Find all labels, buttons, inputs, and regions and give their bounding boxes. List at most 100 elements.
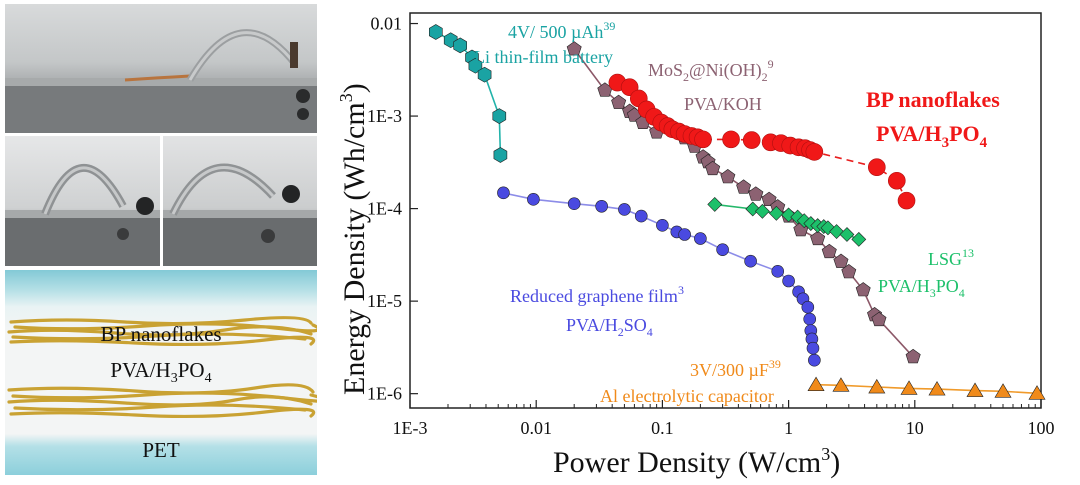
svg-text:MoS2@Ni(OH)29: MoS2@Ni(OH)29: [648, 57, 774, 84]
data-point-bp: [887, 171, 906, 190]
data-point-lsg: [754, 203, 770, 219]
svg-text:PVA/KOH: PVA/KOH: [684, 94, 762, 114]
data-point-rgo: [527, 193, 540, 206]
data-point-mos2: [810, 230, 826, 246]
ragone-chart: 1E-3 0.01 0.1 1 10 100 1E-6 1E-5 1E-4 1E-3 0.01 Po…: [318, 0, 1080, 480]
data-point-lsg: [851, 231, 867, 247]
data-point-bp: [897, 191, 916, 210]
data-point-rgo: [497, 186, 510, 200]
data-point-mos2: [748, 186, 764, 201]
annotation-li: 4V/ 500 µAh39 Li thin-film battery: [474, 19, 615, 67]
data-point-al: [900, 380, 918, 395]
data-point-al: [928, 381, 946, 396]
data-point-rgo: [771, 265, 785, 278]
svg-text:LSG13: LSG13: [928, 246, 974, 269]
data-point-li: [468, 57, 483, 74]
data-point-al: [1028, 385, 1046, 400]
data-point-li: [492, 108, 507, 124]
svg-text:4V/ 500 µAh39: 4V/ 500 µAh39: [508, 19, 615, 42]
data-point-bp: [722, 130, 740, 149]
x-tick-label: 1E-3: [393, 418, 428, 438]
device-schematic: BP nanoflakes PVA/H3PO4 PET: [5, 270, 317, 475]
data-point-mos2: [821, 243, 837, 259]
annotation-lsg: LSG13 PVA/H3PO4: [878, 246, 974, 300]
svg-text:BP nanoflakes: BP nanoflakes: [866, 87, 1000, 112]
data-point-mos2: [611, 94, 627, 109]
data-point-li: [429, 24, 443, 40]
data-point-rgo: [808, 353, 821, 367]
svg-text:PVA/H3PO4: PVA/H3PO4: [878, 276, 965, 300]
data-point-rgo: [716, 243, 729, 256]
data-point-li: [493, 147, 508, 163]
data-point-mos2: [720, 169, 736, 184]
series-line-rgo: [503, 192, 816, 361]
x-axis-label: Power Density (W/cm3): [553, 444, 840, 479]
data-point-rgo: [567, 197, 581, 210]
data-point-mos2: [871, 311, 887, 327]
svg-text:PVA/H2SO4: PVA/H2SO4: [566, 315, 653, 339]
data-point-al: [832, 377, 850, 392]
data-point-al: [994, 383, 1012, 398]
data-point-rgo: [618, 203, 631, 216]
data-point-al: [807, 376, 825, 391]
plot-frame: [409, 12, 1042, 409]
y-tick-label: 0.01: [371, 14, 403, 34]
annotation-bp: BP nanoflakes PVA/H3PO4: [866, 87, 1000, 151]
data-point-mos2: [841, 264, 857, 279]
data-point-mos2: [833, 253, 849, 268]
data-point-rgo: [801, 300, 815, 314]
data-point-rgo: [634, 209, 648, 223]
data-point-bp: [742, 131, 761, 149]
y-tick-label: 1E-4: [367, 199, 402, 219]
bending-photo-half: [5, 136, 160, 266]
x-tick-label: 0.01: [520, 418, 552, 438]
annotation-al: 3V/300 µF39 Al electrolytic capacitor: [600, 357, 781, 406]
data-point-mos2: [761, 191, 777, 206]
data-point-rgo: [694, 232, 707, 245]
annotation-rgo: Reduced graphene film3 PVA/H2SO4: [510, 283, 684, 339]
data-point-mos2: [566, 41, 582, 56]
data-point-lsg: [707, 196, 723, 212]
y-axis-label: Energy Density (Wh/cm3): [336, 83, 371, 395]
x-tick-label: 0.1: [651, 418, 674, 438]
x-tick-label: 1: [784, 418, 793, 438]
svg-text:Al electrolytic capacitor: Al electrolytic capacitor: [600, 386, 774, 406]
data-point-rgo: [744, 254, 757, 268]
svg-text:3V/300 µF39: 3V/300 µF39: [690, 357, 781, 380]
data-point-bp: [868, 158, 886, 177]
bending-photo-flat: [5, 4, 317, 133]
data-point-mos2: [855, 282, 871, 297]
layer-label-electrolyte: PVA/H3PO4: [110, 358, 212, 387]
data-point-mos2: [705, 160, 721, 176]
data-point-rgo: [782, 274, 795, 288]
data-point-bp: [694, 130, 712, 149]
x-tick-label: 100: [1028, 418, 1055, 438]
data-point-li: [453, 37, 467, 54]
svg-text:Li thin-film battery: Li thin-film battery: [474, 47, 613, 67]
data-point-mos2: [905, 348, 921, 364]
y-tick-label: 1E-5: [367, 291, 402, 311]
data-point-lsg: [820, 220, 836, 236]
x-tick-label: 10: [906, 418, 924, 438]
layer-label-bp: BP nanoflakes: [100, 322, 222, 346]
data-point-li: [477, 66, 492, 83]
bending-photo-arched: [163, 136, 317, 266]
data-point-rgo: [595, 199, 608, 213]
left-photo-panel: BP nanoflakes PVA/H3PO4 PET: [0, 0, 318, 480]
data-point-al: [868, 378, 886, 394]
svg-text:PVA/H3PO4: PVA/H3PO4: [876, 121, 988, 151]
data-point-rgo: [678, 228, 691, 241]
data-point-mos2: [736, 179, 752, 194]
data-point-rgo: [806, 341, 820, 355]
data-point-rgo: [803, 312, 817, 326]
y-tick-label: 1E-6: [367, 384, 402, 404]
layer-label-pet: PET: [142, 438, 180, 462]
annotation-mos2: MoS2@Ni(OH)29 PVA/KOH: [648, 57, 774, 114]
y-tick-label: 1E-3: [367, 106, 402, 126]
data-point-rgo: [656, 219, 669, 232]
data-point-al: [966, 382, 984, 397]
svg-text:Reduced graphene film3: Reduced graphene film3: [510, 283, 684, 306]
data-point-bp: [805, 143, 824, 161]
ragone-plot-svg: 1E-3 0.01 0.1 1 10 100 1E-6 1E-5 1E-4 1E-3 0.01 Po…: [336, 12, 1055, 479]
data-point-lsg: [839, 227, 855, 242]
